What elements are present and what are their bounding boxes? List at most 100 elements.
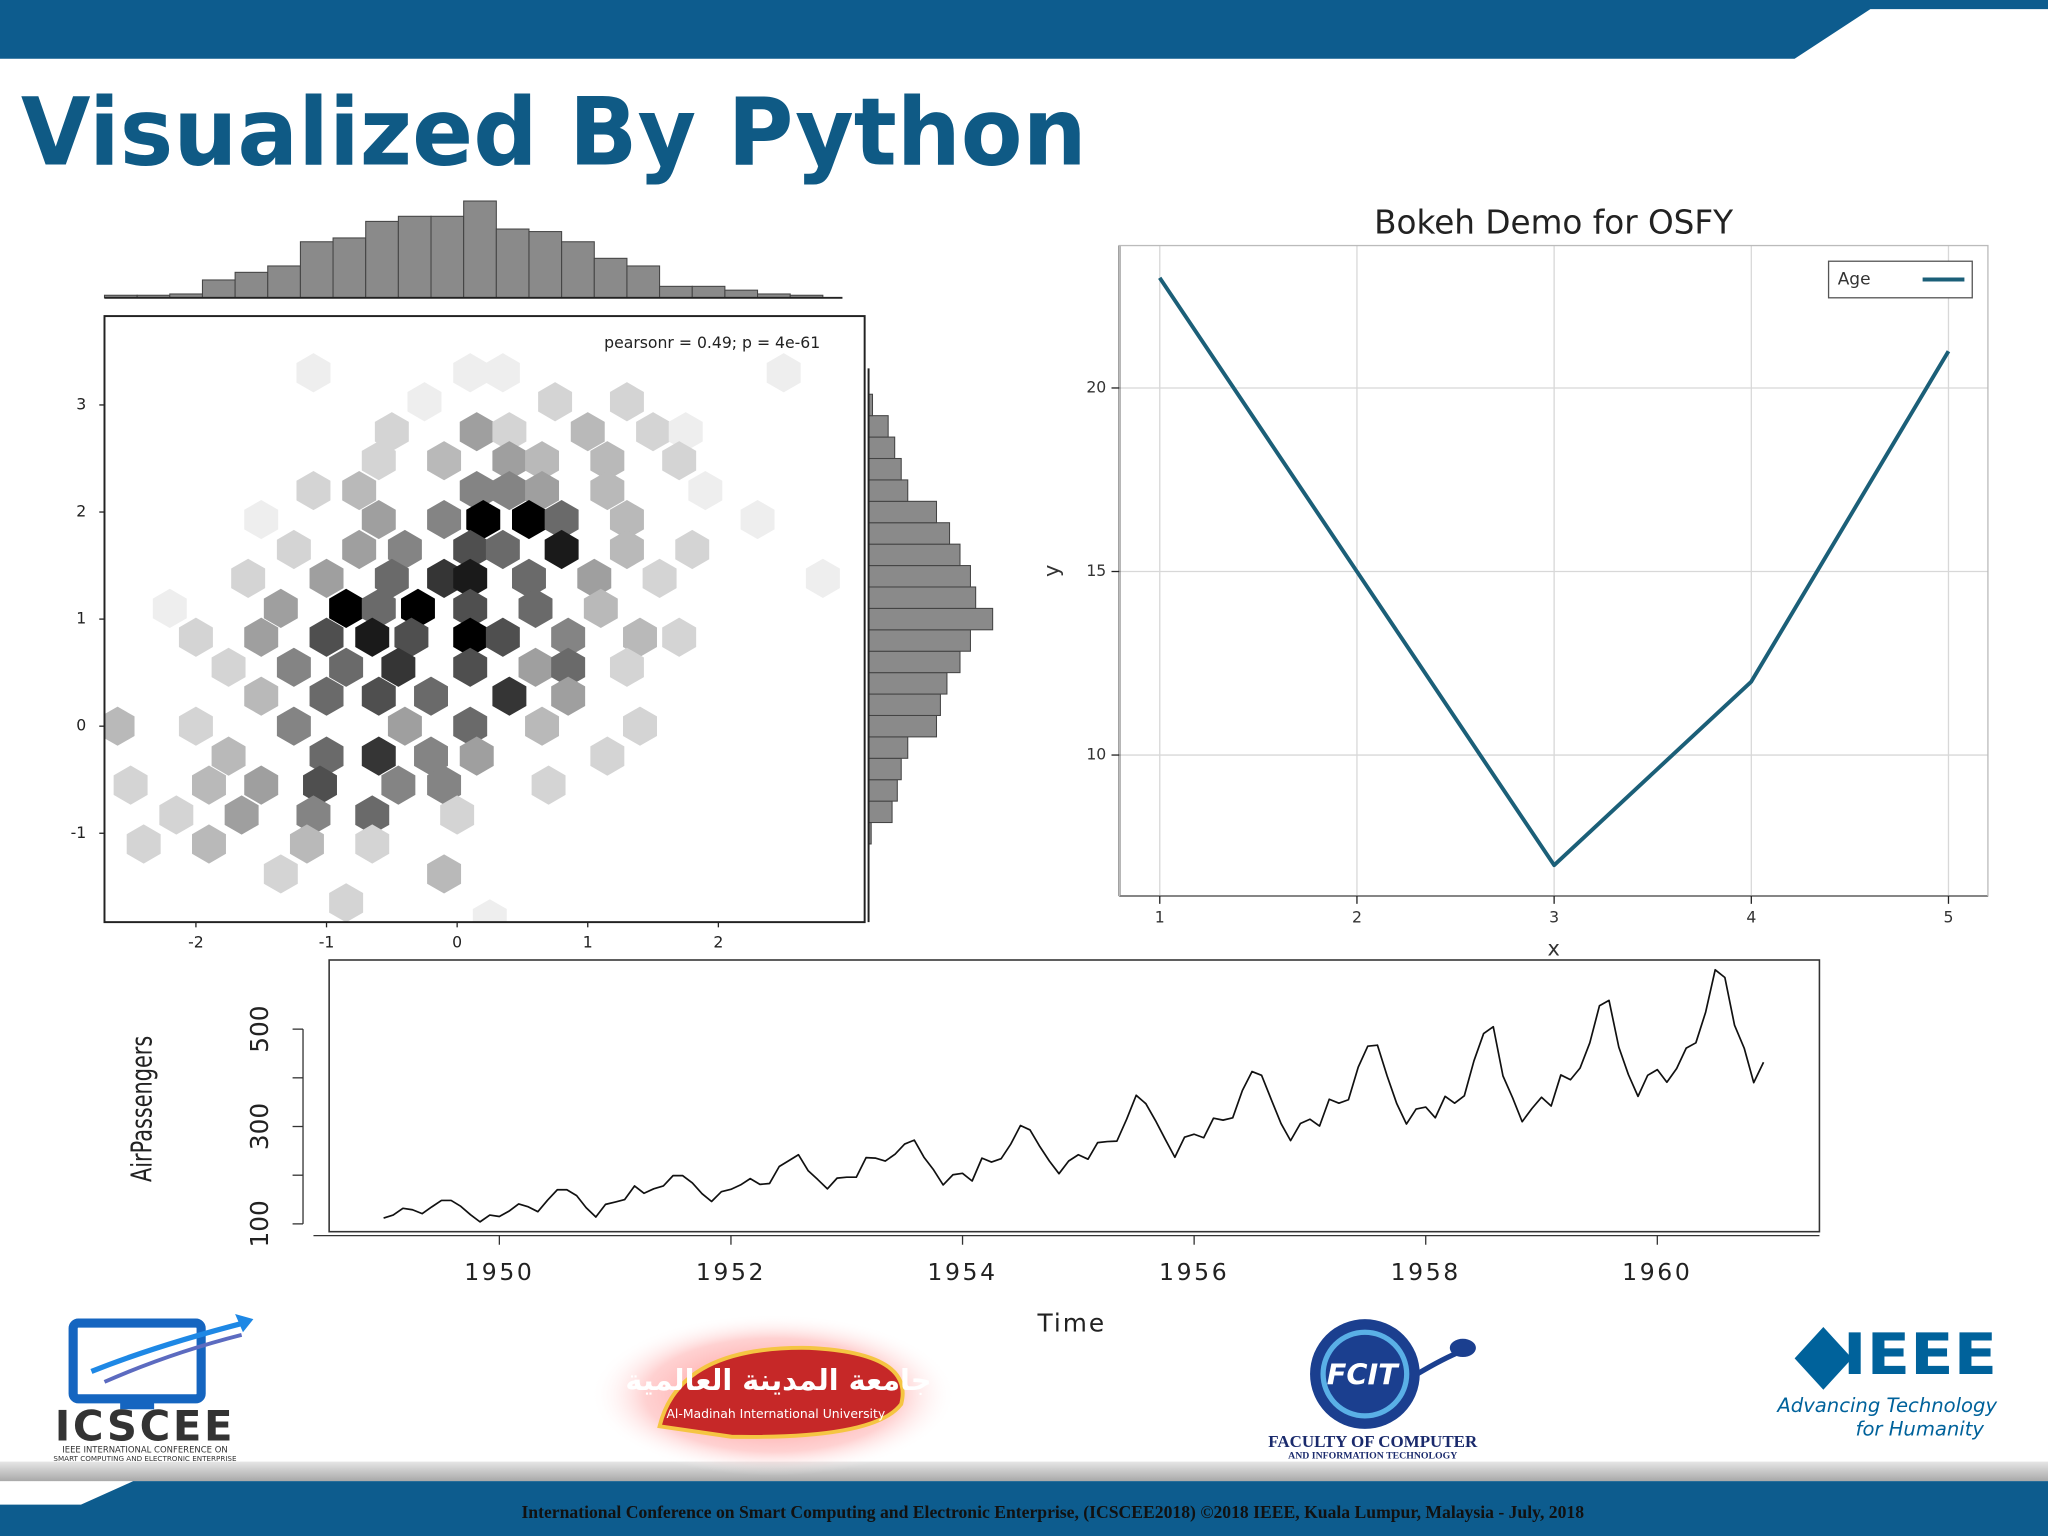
hex-cell: [512, 558, 546, 598]
x-tick-label: 4: [1746, 908, 1756, 927]
hex-cell: [544, 499, 579, 540]
hex-cell: [675, 529, 710, 570]
hex-cell: [427, 558, 462, 598]
hex-cell: [453, 706, 488, 746]
hex-cell: [231, 558, 266, 598]
hex-cell: [394, 617, 429, 657]
top-hist-bar: [561, 241, 595, 299]
hex-cell: [525, 470, 560, 511]
hex-cell: [466, 499, 501, 540]
icscee-line1: IEEE INTERNATIONAL CONFERENCE ON: [62, 1444, 228, 1454]
hex-cell: [387, 706, 422, 746]
right-hist-bar: [868, 714, 938, 738]
hex-cell: [459, 736, 494, 776]
hex-cell: [544, 529, 579, 570]
university-logo: جامعة المدينة العالمية Al-Madinah Intern…: [590, 1313, 957, 1476]
hex-cell: [263, 854, 298, 894]
hex-cell: [551, 676, 586, 716]
right-hist-bar: [868, 522, 951, 545]
hex-cell: [590, 470, 625, 511]
right-hist-bar: [868, 607, 994, 631]
hex-cell: [126, 824, 161, 864]
ieee-logo: IEEE Advancing Technology for Humanity: [1775, 1321, 1997, 1441]
hex-cell: [642, 558, 677, 598]
y-axis-label: AirPassengers: [125, 1036, 159, 1182]
right-hist-bar: [868, 479, 909, 502]
hex-cell: [178, 706, 213, 746]
slide-title: Visualized By Python: [21, 78, 1087, 187]
hex-cell: [309, 736, 344, 776]
hex-cell: [329, 588, 364, 628]
monitor-icon: [68, 1318, 206, 1404]
hexbin-plot: -2 -1 0 1 2 -1 0 1 2 3 pearsonr = 0.49; p = 4e-61: [71, 200, 994, 952]
hex-cell: [244, 499, 279, 540]
right-hist-bar: [868, 436, 896, 460]
hex-cell: [400, 588, 435, 628]
hex-cell: [453, 353, 488, 393]
hex-cell: [427, 854, 462, 894]
hex-cell: [113, 765, 148, 805]
x-tick-label: 1952: [696, 1258, 766, 1286]
ieee-name: IEEE: [1843, 1321, 1997, 1388]
top-hist-bar: [365, 220, 399, 299]
hex-cell: [427, 765, 462, 805]
hex-cell: [355, 795, 390, 835]
ieee-line1: Advancing Technology: [1775, 1394, 1997, 1417]
x-axis-label: x: [1547, 937, 1559, 961]
hex-cell: [609, 499, 644, 540]
hex-cell: [276, 529, 311, 570]
hex-cell: [355, 617, 390, 657]
hex-cell: [570, 412, 605, 452]
fcit-line1: FACULTY OF COMPUTER: [1268, 1432, 1478, 1451]
hex-cell: [244, 765, 279, 805]
top-hist-bar: [201, 279, 236, 299]
hex-cell: [414, 736, 448, 776]
university-english: Al-Madinah International University: [666, 1406, 885, 1421]
footer-text: International Conference on Smart Comput…: [521, 1502, 1584, 1522]
right-hist-bar: [868, 500, 938, 524]
airpassengers-chart: 100 300 500 1950 1952 1954 1956 1958 1960 Time Air…: [125, 959, 1821, 1337]
hex-cell: [453, 617, 488, 657]
hex-cell: [472, 899, 507, 923]
hex-cell: [414, 676, 448, 716]
hex-cell: [374, 558, 409, 598]
fcit-logo: FCIT FACULTY OF COMPUTER AND INFORMATION…: [1268, 1319, 1478, 1462]
emblem: [657, 1345, 905, 1439]
hex-cell: [805, 558, 840, 598]
y-tick-label: 2: [76, 502, 86, 521]
fcit-ring: [1320, 1329, 1410, 1419]
hex-cell: [224, 795, 259, 835]
hex-cell: [361, 499, 396, 540]
right-hist-bar: [868, 757, 902, 781]
hex-cell: [518, 588, 553, 628]
hex-cell: [159, 795, 194, 835]
arrow-head: [235, 1313, 254, 1333]
footer-band: [0, 1461, 2048, 1482]
y-tick-label: 20: [1086, 377, 1106, 396]
hex-cell: [276, 706, 311, 746]
hex-cell: [381, 647, 416, 687]
hex-cell: [427, 441, 462, 481]
hex-cell: [329, 883, 364, 923]
hex-cells: [104, 353, 840, 923]
x-axis-label: Time: [1037, 1308, 1107, 1337]
footer-bar: [0, 1481, 2048, 1536]
x-tick-label: 1960: [1622, 1258, 1692, 1286]
top-hist-bar: [495, 228, 530, 299]
hex-cell: [309, 617, 344, 657]
hex-cell: [361, 441, 396, 481]
hex-cell: [453, 647, 488, 687]
x-tick-label: 1954: [927, 1258, 997, 1286]
hex-cell: [309, 558, 344, 598]
hex-cell: [276, 647, 311, 687]
hex-cell: [577, 558, 612, 598]
hex-cell: [427, 499, 462, 540]
top-hist-bar: [267, 265, 301, 299]
hex-cell: [583, 588, 618, 628]
hex-cell: [623, 706, 657, 746]
arrow: [103, 1332, 243, 1384]
hex-cell: [178, 617, 213, 657]
annotation: pearsonr = 0.49; p = 4e-61: [604, 333, 820, 352]
right-hist-bar: [868, 672, 948, 695]
